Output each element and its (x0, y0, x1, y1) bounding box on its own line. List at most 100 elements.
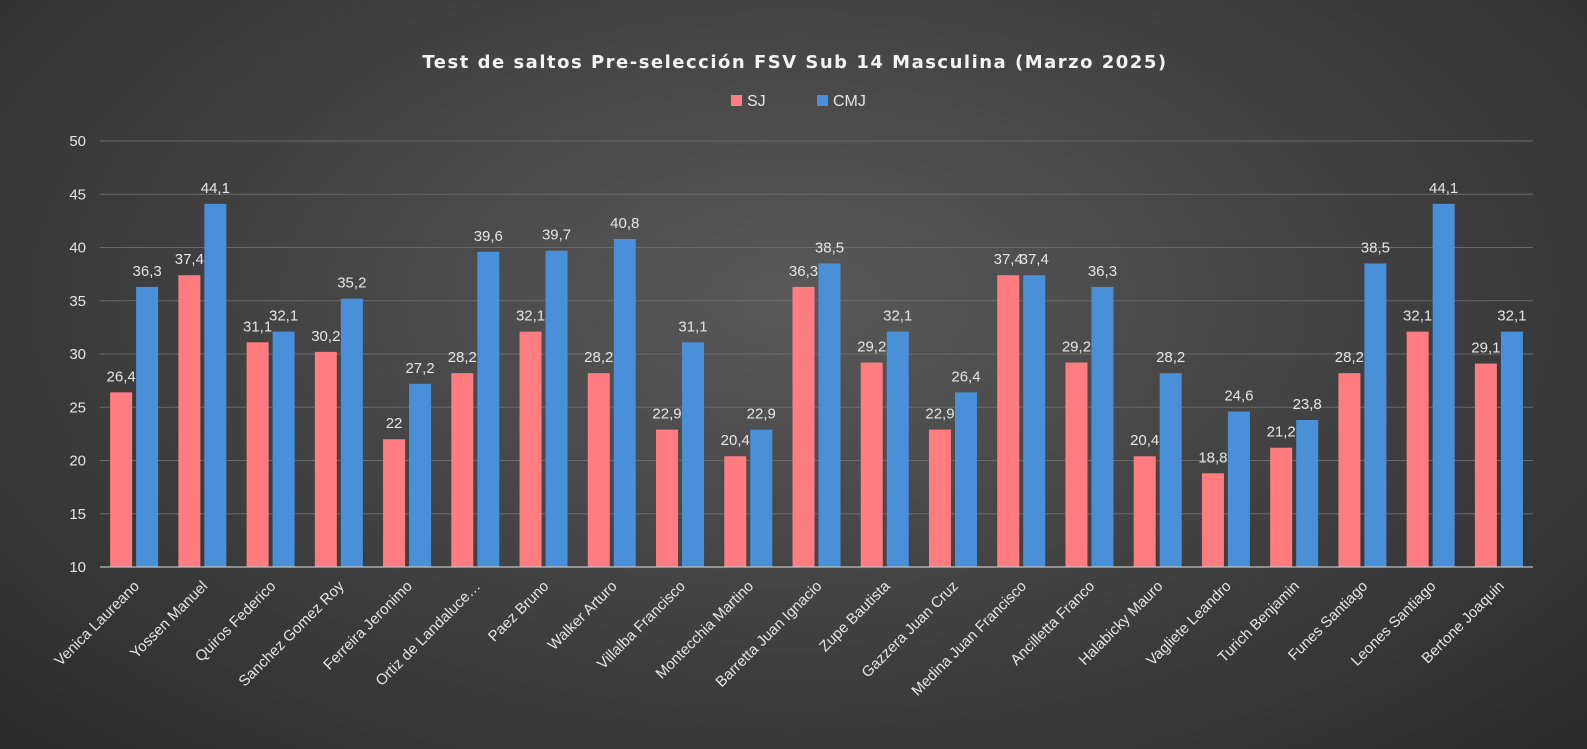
bar-cmj[interactable] (1227, 411, 1250, 567)
bar-cmj[interactable] (1500, 331, 1523, 567)
bar-sj[interactable] (1474, 363, 1497, 567)
data-label-cmj: 27,2 (405, 360, 434, 377)
bar-cmj[interactable] (682, 342, 705, 567)
data-label-cmj: 32,1 (269, 308, 298, 325)
bar-sj[interactable] (314, 351, 337, 567)
y-axis-ticks: 10 15 20 25 30 35 40 45 50 (69, 133, 86, 576)
data-label-cmj: 32,1 (1497, 308, 1526, 325)
bar-sj[interactable] (587, 373, 610, 567)
data-label-cmj: 39,7 (542, 227, 571, 244)
bar-sj[interactable] (1270, 447, 1293, 567)
data-label-sj: 29,2 (857, 339, 886, 356)
bar-cmj[interactable] (272, 331, 295, 567)
bar-cmj[interactable] (1091, 286, 1114, 567)
data-label-cmj: 44,1 (201, 180, 230, 197)
data-label-cmj: 24,6 (1224, 388, 1253, 405)
data-label-sj: 20,4 (721, 432, 750, 449)
bar-sj[interactable] (860, 362, 883, 567)
bar-cmj[interactable] (750, 429, 773, 567)
data-label-sj: 22 (386, 415, 403, 432)
bars (110, 203, 1523, 568)
y-tick-label: 35 (69, 293, 86, 310)
data-label-sj: 29,1 (1471, 340, 1500, 357)
data-label-sj: 31,1 (243, 318, 272, 335)
bar-sj[interactable] (792, 286, 815, 567)
data-label-cmj: 35,2 (337, 275, 366, 292)
bar-sj[interactable] (997, 275, 1020, 567)
data-label-sj: 36,3 (789, 263, 818, 280)
data-label-cmj: 36,3 (1088, 263, 1117, 280)
y-tick-label: 40 (69, 240, 86, 257)
data-label-sj: 18,8 (1198, 449, 1227, 466)
data-label-cmj: 38,5 (1361, 239, 1390, 256)
bar-sj[interactable] (724, 456, 747, 567)
bar-cmj[interactable] (204, 203, 227, 567)
x-tick-label: Walker Arturo (545, 578, 621, 654)
bar-sj[interactable] (928, 429, 951, 567)
bar-cmj[interactable] (1159, 373, 1182, 567)
bar-cmj[interactable] (409, 383, 432, 567)
data-label-cmj: 44,1 (1429, 180, 1458, 197)
bar-sj[interactable] (178, 275, 201, 567)
bar-sj[interactable] (656, 429, 679, 567)
bar-sj[interactable] (1406, 331, 1429, 567)
data-label-cmj: 32,1 (883, 308, 912, 325)
legend-swatch-sj (731, 95, 742, 106)
bar-sj[interactable] (519, 331, 542, 567)
x-tick-label: Paez Bruno (485, 578, 552, 645)
bar-cmj[interactable] (136, 286, 159, 567)
data-label-cmj: 23,8 (1293, 396, 1322, 413)
y-tick-label: 25 (69, 399, 86, 416)
bar-cmj[interactable] (545, 250, 568, 567)
data-label-sj: 22,9 (652, 406, 681, 423)
bar-sj[interactable] (383, 439, 406, 567)
bar-cmj[interactable] (818, 263, 841, 567)
legend-swatch-cmj (817, 95, 828, 106)
x-tick-label: Medina Juan Francisco (908, 578, 1030, 700)
data-label-sj: 30,2 (311, 328, 340, 345)
data-label-cmj: 26,4 (951, 368, 980, 385)
bar-cmj[interactable] (1432, 203, 1455, 567)
data-label-cmj: 38,5 (815, 239, 844, 256)
bar-cmj[interactable] (340, 298, 363, 567)
bar-sj[interactable] (451, 373, 474, 567)
data-label-cmj: 36,3 (133, 263, 162, 280)
data-label-sj: 37,4 (175, 251, 204, 268)
bar-cmj[interactable] (954, 392, 977, 567)
legend: SJ CMJ (731, 93, 866, 110)
data-label-sj: 22,9 (925, 406, 954, 423)
bar-cmj[interactable] (1023, 275, 1046, 567)
y-tick-label: 10 (69, 559, 86, 576)
data-label-sj: 32,1 (1403, 308, 1432, 325)
bar-sj[interactable] (1338, 373, 1361, 567)
legend-item-cmj[interactable]: CMJ (817, 93, 866, 110)
bar-cmj[interactable] (477, 251, 500, 567)
bar-cmj[interactable] (886, 331, 909, 567)
bar-sj[interactable] (246, 342, 269, 567)
x-tick-label: Venica Laureano (51, 578, 143, 670)
data-label-sj: 20,4 (1130, 432, 1159, 449)
y-tick-label: 50 (69, 133, 86, 150)
bar-cmj[interactable] (613, 238, 636, 568)
data-label-cmj: 39,6 (474, 228, 503, 245)
legend-item-sj[interactable]: SJ (731, 93, 766, 110)
bar-cmj[interactable] (1364, 263, 1387, 567)
bar-sj[interactable] (1133, 456, 1156, 567)
bar-cmj[interactable] (1296, 420, 1319, 567)
data-label-sj: 29,2 (1062, 339, 1091, 356)
data-label-sj: 21,2 (1267, 424, 1296, 441)
bar-sj[interactable] (110, 392, 133, 567)
data-label-sj: 28,2 (448, 349, 477, 366)
y-tick-label: 30 (69, 346, 86, 363)
bar-sj[interactable] (1065, 362, 1088, 567)
bar-sj[interactable] (1201, 473, 1224, 567)
data-label-cmj: 28,2 (1156, 349, 1185, 366)
data-label-cmj: 22,9 (747, 406, 776, 423)
data-label-sj: 28,2 (584, 349, 613, 366)
data-label-sj: 32,1 (516, 308, 545, 325)
legend-label-cmj: CMJ (833, 93, 866, 110)
data-label-cmj: 40,8 (610, 215, 639, 232)
data-label-cmj: 37,4 (1020, 251, 1049, 268)
